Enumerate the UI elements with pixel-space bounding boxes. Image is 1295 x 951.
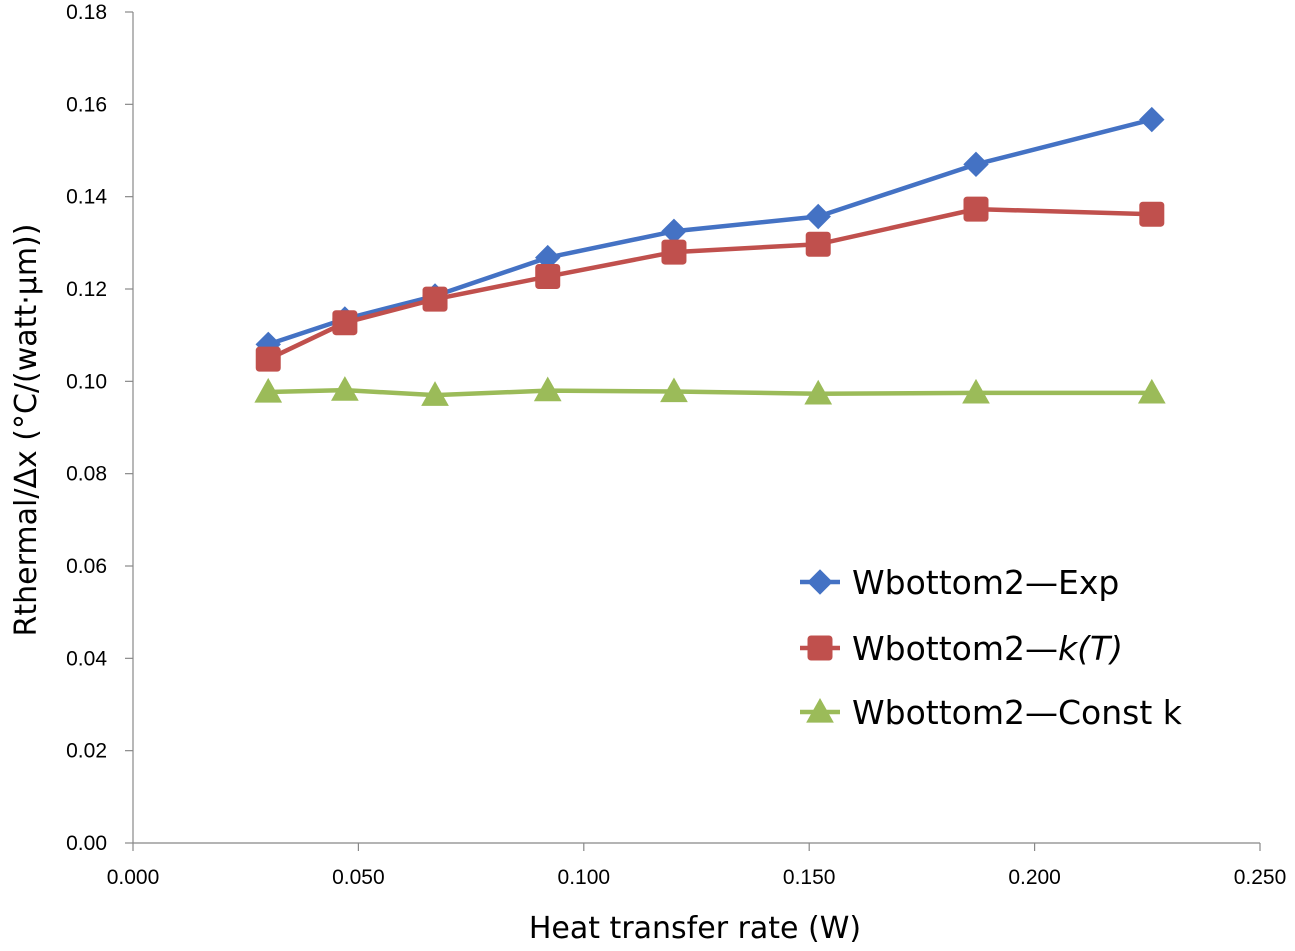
- data-point-triangle: [804, 379, 833, 405]
- x-axis-title: Heat transfer rate (W): [529, 911, 861, 946]
- legend-label: Wbottom2—k(T): [852, 629, 1123, 668]
- legend-label-suffix: Exp: [1058, 563, 1119, 602]
- x-tick-label: 0.150: [783, 866, 836, 889]
- data-point-triangle: [533, 376, 562, 402]
- legend-marker-diamond: [807, 569, 833, 595]
- series-layer: [254, 106, 1166, 406]
- data-point-triangle: [254, 377, 283, 403]
- data-point-triangle: [1137, 378, 1166, 404]
- legend: Wbottom2—ExpWbottom2—k(T)Wbottom2—Const …: [800, 563, 1183, 732]
- y-tick-label: 0.14: [66, 186, 107, 209]
- legend-label-prefix: Wbottom2—: [852, 629, 1058, 668]
- series-line: [267, 206, 1152, 362]
- data-point-diamond: [1139, 106, 1165, 133]
- series-diamond: [255, 106, 1165, 358]
- series-triangle: [254, 376, 1166, 406]
- data-point-triangle: [331, 376, 359, 401]
- x-tick-label: 0.000: [107, 866, 160, 889]
- legend-entry: Wbottom2—Const k: [800, 693, 1183, 732]
- x-tick-label: 0.100: [558, 866, 611, 889]
- legend-label: Wbottom2—Const k: [852, 693, 1183, 732]
- data-point-triangle: [962, 378, 990, 404]
- data-point-triangle: [660, 377, 688, 403]
- data-point-diamond: [963, 151, 989, 178]
- y-tick-label: 0.16: [66, 93, 107, 116]
- legend-label-prefix: Wbottom2—: [852, 693, 1058, 732]
- data-point-square: [422, 286, 448, 312]
- data-point-square: [255, 346, 281, 372]
- y-tick-label: 0.10: [66, 370, 107, 393]
- series-square: [255, 196, 1165, 372]
- x-tick-label: 0.200: [1008, 866, 1061, 889]
- legend-marker-square: [807, 635, 833, 661]
- x-tick-label: 0.050: [332, 866, 385, 889]
- y-tick-label: 0.12: [66, 278, 107, 301]
- axes: 0.00 0.02 0.04 0.06 0.08 0.10 0.12 0.14 0.16 0.18…: [66, 1, 1286, 889]
- series-line: [267, 117, 1153, 347]
- y-tick-label: 0.00: [66, 832, 107, 855]
- legend-entry: Wbottom2—k(T): [800, 629, 1123, 668]
- legend-entry: Wbottom2—Exp: [800, 563, 1119, 602]
- legend-label: Wbottom2—Exp: [852, 563, 1119, 602]
- y-tick-label: 0.02: [66, 740, 107, 763]
- legend-label-suffix: Const k: [1058, 693, 1183, 732]
- data-point-square: [963, 196, 989, 222]
- y-tick-label: 0.04: [66, 647, 107, 670]
- data-point-triangle: [421, 381, 449, 406]
- y-tick-label: 0.06: [66, 555, 107, 578]
- data-point-diamond: [805, 203, 831, 230]
- y-tick-label: 0.18: [66, 1, 107, 24]
- data-point-square: [805, 231, 831, 257]
- x-tick-label: 0.250: [1234, 866, 1287, 889]
- data-point-square: [1139, 201, 1165, 227]
- data-point-square: [535, 264, 561, 290]
- data-point-square: [661, 239, 687, 265]
- series-line: [268, 387, 1152, 398]
- legend-marker-triangle: [806, 697, 834, 723]
- legend-label-prefix: Wbottom2—: [852, 563, 1058, 602]
- y-axis-title: Rthermal/Δx (°C/(watt·µm)): [9, 224, 44, 637]
- y-tick-label: 0.08: [66, 463, 107, 486]
- legend-label-suffix: k(T): [1058, 629, 1123, 668]
- data-point-square: [332, 310, 358, 336]
